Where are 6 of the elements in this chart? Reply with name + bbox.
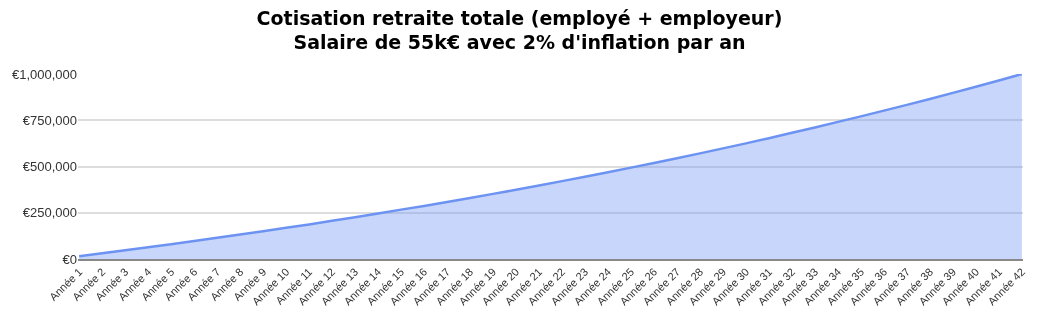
y-tick-label: €0	[62, 251, 77, 267]
y-tick-label: €750,000	[22, 112, 77, 128]
y-tick-label: €250,000	[22, 205, 77, 221]
y-tick-label: €500,000	[22, 159, 77, 175]
chart-title: Cotisation retraite totale (employé + employeur) Salaire de 55k€ avec 2% d'inflation par an	[256, 6, 783, 54]
y-tick-label: €1,000,000	[11, 66, 77, 82]
